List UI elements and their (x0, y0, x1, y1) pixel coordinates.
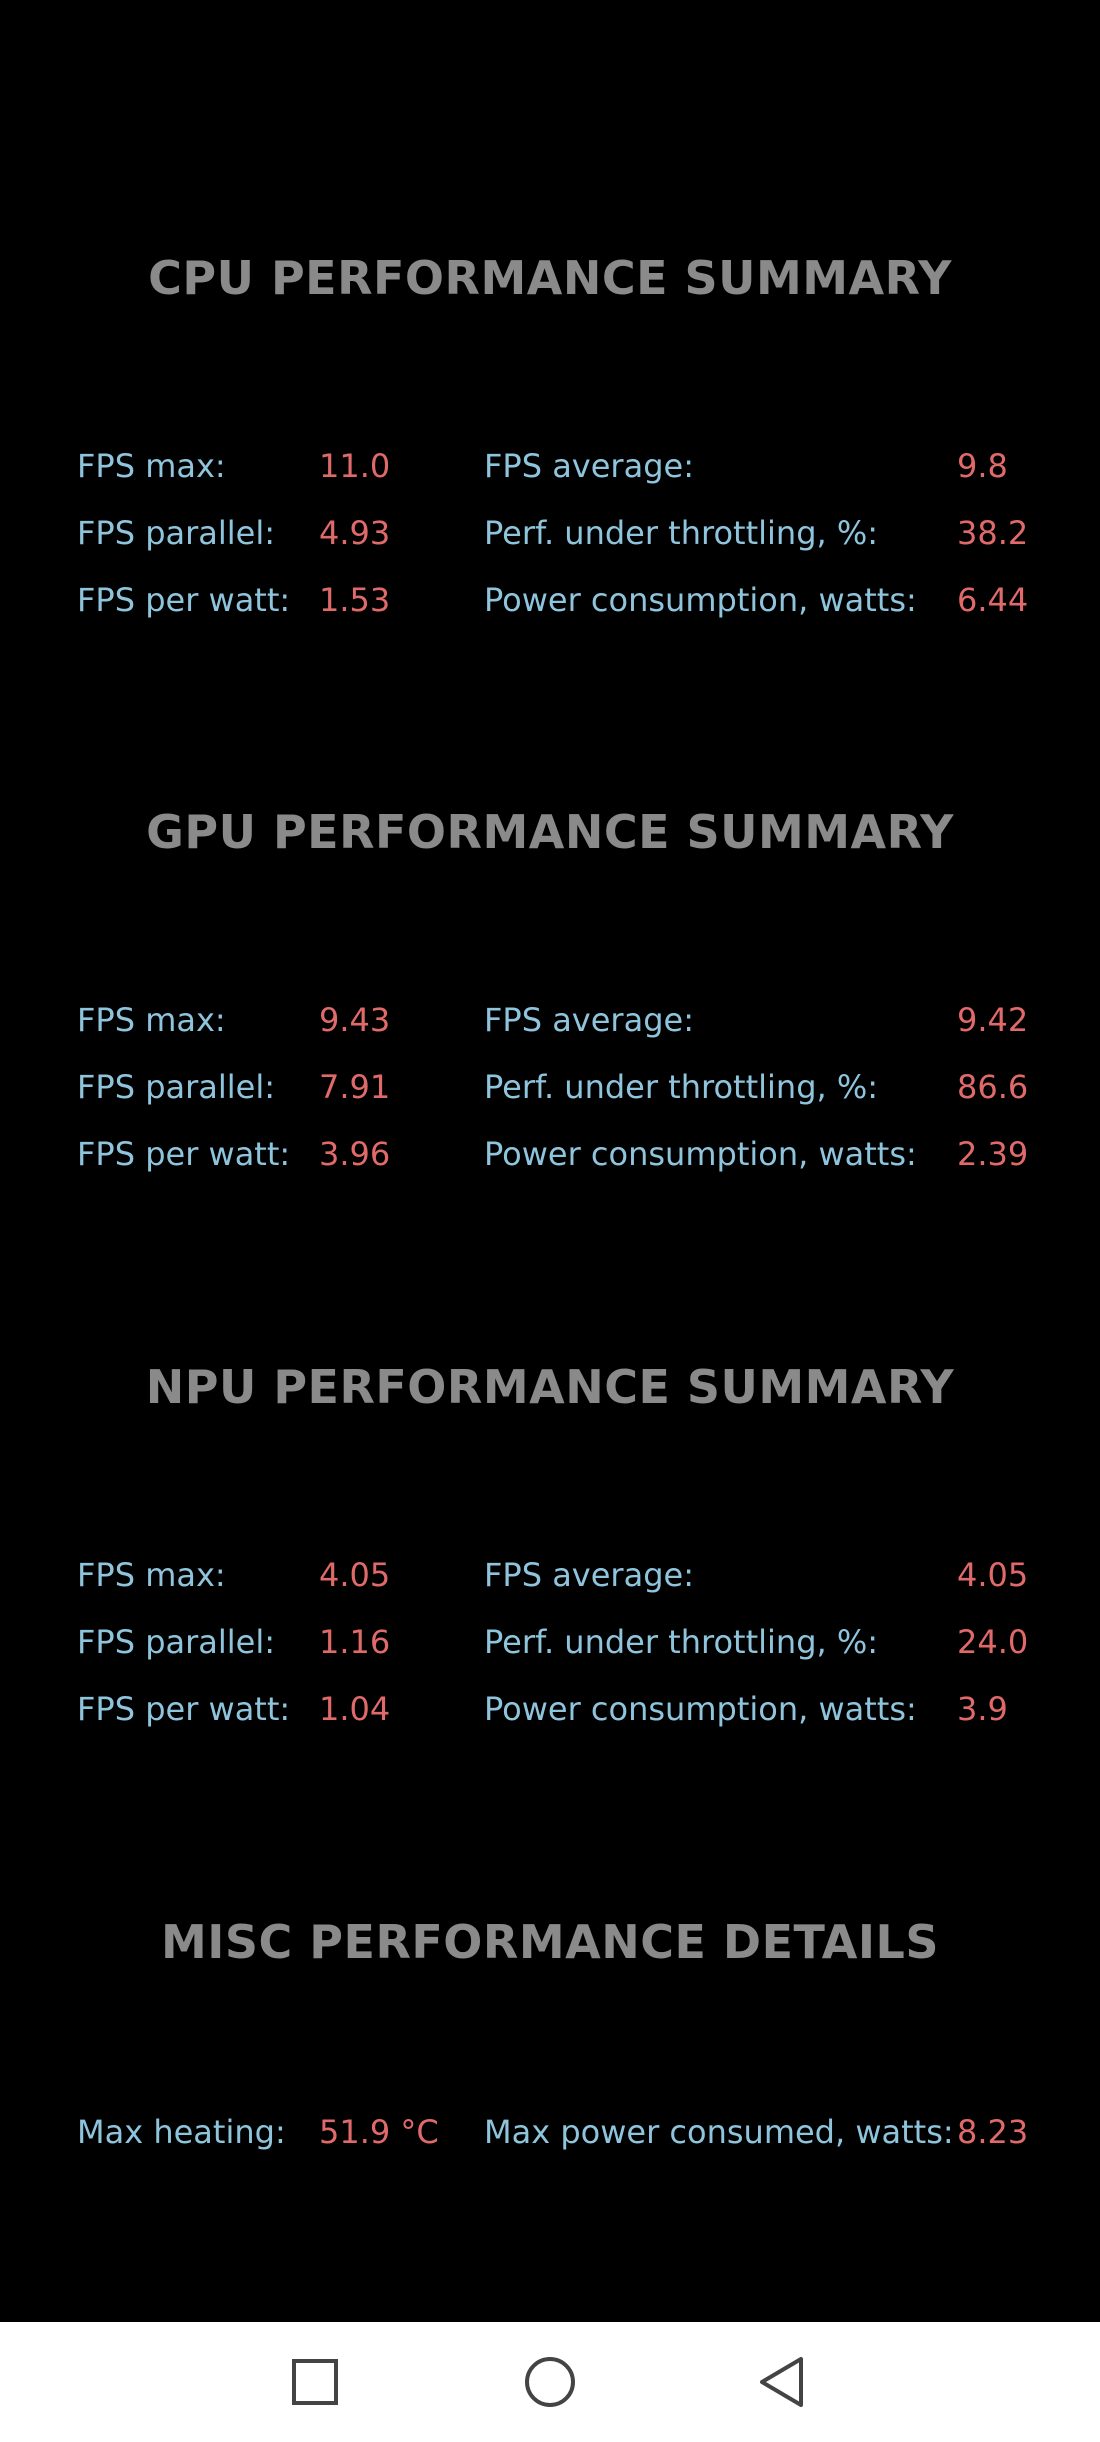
cpu-throttling-value: 38.2 (957, 514, 1029, 552)
back-button[interactable] (745, 2344, 821, 2420)
misc-section-title: MISC PERFORMANCE DETAILS (161, 1915, 939, 1969)
recents-icon (292, 2359, 338, 2405)
gpu-section-title: GPU PERFORMANCE SUMMARY (146, 805, 954, 859)
cpu-fps-per-watt-value: 1.53 (319, 581, 391, 619)
cpu-section-title: CPU PERFORMANCE SUMMARY (148, 251, 952, 305)
cpu-power-label: Power consumption, watts: (484, 581, 917, 619)
gpu-throttling-label: Perf. under throttling, %: (484, 1068, 879, 1106)
home-icon (525, 2357, 575, 2407)
cpu-fps-parallel-label: FPS parallel: (77, 514, 276, 552)
back-icon (760, 2357, 803, 2407)
cpu-fps-max-label: FPS max: (77, 447, 226, 485)
gpu-fps-max-value: 9.43 (319, 1001, 391, 1039)
npu-throttling-label: Perf. under throttling, %: (484, 1623, 879, 1661)
npu-fps-average-label: FPS average: (484, 1556, 694, 1594)
npu-fps-parallel-value: 1.16 (319, 1623, 391, 1661)
recents-button[interactable] (277, 2344, 353, 2420)
max-heating-label: Max heating: (77, 2113, 286, 2151)
npu-power-value: 3.9 (957, 1690, 1008, 1728)
npu-fps-per-watt-value: 1.04 (319, 1690, 391, 1728)
gpu-fps-parallel-label: FPS parallel: (77, 1068, 276, 1106)
npu-fps-max-label: FPS max: (77, 1556, 226, 1594)
gpu-row-1: FPS max: 9.43 FPS average: 9.42 (0, 990, 1100, 1050)
system-navigation-bar (0, 2322, 1100, 2442)
cpu-fps-average-value: 9.8 (957, 447, 1008, 485)
max-heating-value: 51.9 °C (319, 2113, 439, 2151)
home-button[interactable] (512, 2344, 588, 2420)
performance-summary-screen: CPU PERFORMANCE SUMMARY FPS max: 11.0 FP… (0, 251, 1100, 2162)
misc-row-1: Max heating: 51.9 °C Max power consumed,… (0, 2102, 1100, 2162)
cpu-row-2: FPS parallel: 4.93 Perf. under throttlin… (0, 503, 1100, 563)
npu-row-1: FPS max: 4.05 FPS average: 4.05 (0, 1545, 1100, 1605)
gpu-fps-per-watt-value: 3.96 (319, 1135, 391, 1173)
gpu-fps-average-value: 9.42 (957, 1001, 1029, 1039)
cpu-throttling-label: Perf. under throttling, %: (484, 514, 879, 552)
cpu-fps-average-label: FPS average: (484, 447, 694, 485)
gpu-throttling-value: 86.6 (957, 1068, 1029, 1106)
npu-row-3: FPS per watt: 1.04 Power consumption, wa… (0, 1679, 1100, 1739)
npu-fps-average-value: 4.05 (957, 1556, 1029, 1594)
max-power-value: 8.23 (957, 2113, 1029, 2151)
cpu-row-1: FPS max: 11.0 FPS average: 9.8 (0, 436, 1100, 496)
gpu-row-3: FPS per watt: 3.96 Power consumption, wa… (0, 1124, 1100, 1184)
gpu-fps-max-label: FPS max: (77, 1001, 226, 1039)
npu-fps-parallel-label: FPS parallel: (77, 1623, 276, 1661)
npu-fps-per-watt-label: FPS per watt: (77, 1690, 291, 1728)
cpu-row-3: FPS per watt: 1.53 Power consumption, wa… (0, 570, 1100, 630)
gpu-fps-per-watt-label: FPS per watt: (77, 1135, 291, 1173)
cpu-power-value: 6.44 (957, 581, 1029, 619)
npu-fps-max-value: 4.05 (319, 1556, 391, 1594)
gpu-fps-average-label: FPS average: (484, 1001, 694, 1039)
npu-section-title: NPU PERFORMANCE SUMMARY (145, 1360, 955, 1414)
npu-throttling-value: 24.0 (957, 1623, 1029, 1661)
npu-row-2: FPS parallel: 1.16 Perf. under throttlin… (0, 1612, 1100, 1672)
cpu-fps-per-watt-label: FPS per watt: (77, 581, 291, 619)
npu-power-label: Power consumption, watts: (484, 1690, 917, 1728)
gpu-row-2: FPS parallel: 7.91 Perf. under throttlin… (0, 1057, 1100, 1117)
max-power-label: Max power consumed, watts: (484, 2113, 954, 2151)
cpu-fps-parallel-value: 4.93 (319, 514, 391, 552)
gpu-power-value: 2.39 (957, 1135, 1029, 1173)
cpu-fps-max-value: 11.0 (319, 447, 391, 485)
gpu-power-label: Power consumption, watts: (484, 1135, 917, 1173)
gpu-fps-parallel-value: 7.91 (319, 1068, 391, 1106)
